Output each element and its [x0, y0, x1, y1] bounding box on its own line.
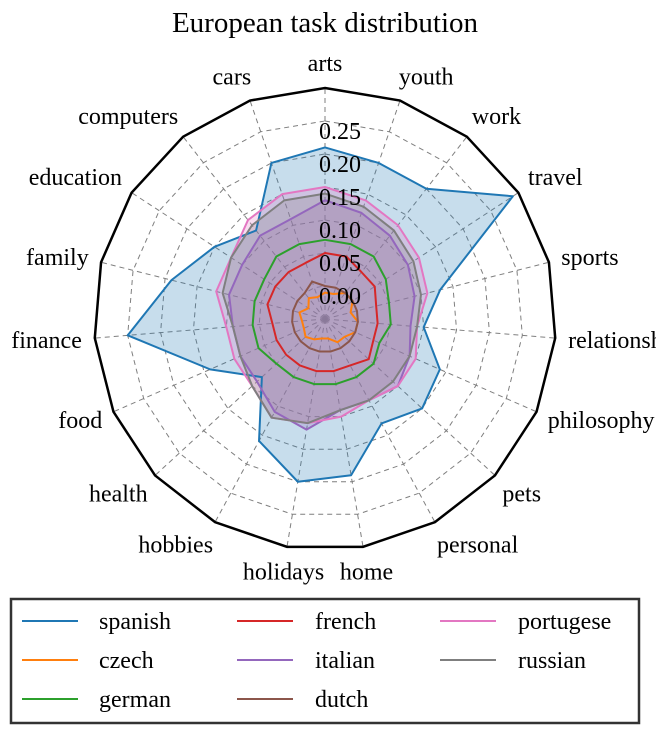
category-labels: arts youth work travel sports relationships ph…: [11, 51, 656, 586]
radial-tick-label-2: 0.10: [319, 218, 361, 244]
series-line-portugese: [215, 186, 429, 425]
category-label-work: work: [472, 104, 521, 130]
series-line-german: [251, 238, 392, 386]
legend-label-italian: italian: [315, 648, 375, 674]
series-fill-portugese: [216, 187, 428, 424]
radial-tick-label-0: 0.00: [319, 284, 361, 310]
category-label-pets: pets: [502, 482, 541, 508]
legend-label-portugese: portugese: [518, 609, 611, 635]
legend-label-czech: czech: [99, 648, 154, 674]
radial-tick-label-3: 0.15: [319, 185, 361, 211]
category-label-travel: travel: [528, 165, 583, 191]
series-line-russian: [221, 192, 422, 425]
chart-title: European task distribution: [172, 7, 479, 39]
series-line-czech: [298, 291, 359, 344]
grid-spoke-travel: [324, 192, 519, 320]
radial-tick-label-5: 0.25: [319, 119, 361, 145]
category-label-hobbies: hobbies: [138, 533, 213, 559]
grid-spoke-holidays: [286, 318, 326, 547]
grid-spoke-work: [324, 136, 468, 320]
grid-spoke-youth: [324, 100, 401, 320]
category-label-health: health: [89, 482, 148, 508]
category-label-cars: cars: [213, 65, 252, 91]
series-lines: [126, 146, 514, 483]
legend-label-french: french: [315, 609, 376, 635]
legend-label-dutch: dutch: [315, 687, 368, 713]
category-label-finance: finance: [11, 328, 82, 354]
outer-frame: [93, 86, 557, 549]
legend-box: [9, 597, 641, 725]
category-label-food: food: [58, 408, 102, 434]
category-label-youth: youth: [399, 65, 454, 91]
grid-spoke-family: [100, 261, 326, 320]
grid-spoke-hobbies: [214, 318, 326, 523]
grid-spoke-personal: [324, 318, 436, 523]
category-label-home: home: [340, 560, 393, 586]
category-label-arts: arts: [308, 51, 343, 77]
grid-spoke-home: [324, 318, 364, 547]
legend-label-spanish: spanish: [99, 609, 171, 635]
grid-ring-4: [160, 153, 490, 483]
grid-spoke-sports: [324, 261, 550, 320]
grid-spoke-relationships: [324, 318, 556, 339]
legend-label-german: german: [99, 687, 171, 713]
grid-ring-3: [192, 186, 458, 450]
series-line-dutch: [291, 280, 359, 353]
category-label-family: family: [26, 245, 89, 271]
category-label-personal: personal: [437, 533, 519, 559]
category-label-sports: sports: [561, 245, 618, 271]
grid-spoke-finance: [94, 318, 326, 339]
category-label-computers: computers: [78, 104, 178, 130]
category-label-philosophy: philosophy: [548, 408, 655, 434]
legend-label-russian: russian: [518, 648, 586, 674]
radar-grid: [94, 88, 556, 547]
grid-ring-1: [258, 252, 392, 385]
radial-tick-labels: 0.00 0.05 0.10 0.15 0.20 0.25: [319, 119, 361, 310]
grid-spoke-education: [131, 192, 326, 320]
radar-frame: [93, 86, 557, 549]
category-label-holidays: holidays: [243, 560, 324, 586]
grid-spoke-computers: [182, 136, 326, 320]
series-line-spanish: [126, 146, 514, 483]
series-fill-spanish: [127, 147, 513, 482]
radial-tick-label-4: 0.20: [319, 152, 361, 178]
category-label-relationships: relationships: [568, 328, 656, 354]
grid-spoke-health: [154, 318, 326, 476]
grid-spoke-food: [113, 318, 326, 413]
category-label-education: education: [29, 165, 122, 191]
grid-spoke-pets: [324, 318, 496, 476]
radial-tick-label-1: 0.05: [319, 251, 361, 277]
grid-spoke-philosophy: [324, 318, 537, 413]
legend: spanish czech german french italian dutch port…: [9, 597, 641, 725]
series-line-french: [266, 252, 379, 373]
